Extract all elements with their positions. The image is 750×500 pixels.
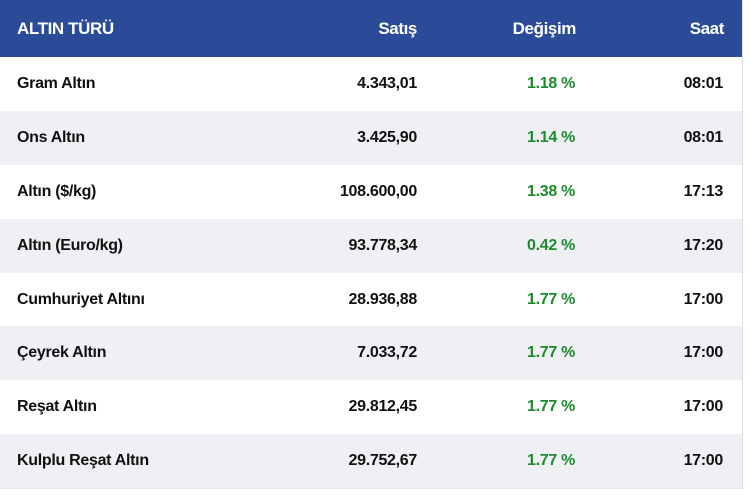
header-gold-type[interactable]: ALTIN TÜRÜ (17, 18, 114, 38)
gold-type-name: Kulplu Reşat Altın (17, 452, 149, 470)
update-time: 17:00 (683, 398, 724, 416)
change-percent: 1.38 % (526, 182, 575, 200)
sell-price: 108.600,00 (339, 182, 417, 200)
table-row[interactable]: Altın ($/kg) 108.600,00 1.38 % 17:13 (0, 164, 742, 219)
update-time: 17:20 (683, 236, 724, 254)
header-change[interactable]: Değişim (512, 18, 577, 38)
change-percent: 1.77 % (526, 398, 575, 416)
table-row[interactable]: Reşat Altın 29.812,45 1.77 % 17:00 (0, 380, 742, 435)
change-percent: 0.42 % (526, 236, 575, 254)
gold-type-name: Çeyrek Altın (17, 344, 107, 362)
change-percent: 1.77 % (526, 290, 575, 308)
update-time: 17:00 (683, 452, 724, 470)
table-row[interactable]: Gram Altın 4.343,01 1.18 % 08:01 (0, 57, 742, 111)
sell-price: 4.343,01 (357, 74, 417, 92)
change-percent: 1.18 % (526, 74, 575, 92)
gold-type-name: Altın (Euro/kg) (17, 236, 123, 254)
change-percent: 1.77 % (526, 452, 575, 470)
header-sell-price[interactable]: Satış (378, 18, 417, 38)
update-time: 17:00 (683, 344, 724, 362)
update-time: 17:00 (683, 290, 724, 308)
change-percent: 1.14 % (526, 128, 575, 146)
gold-type-name: Ons Altın (17, 128, 85, 146)
sell-price: 29.752,67 (348, 452, 418, 470)
table-row[interactable]: Cumhuriyet Altını 28.936,88 1.77 % 17:00 (0, 272, 742, 327)
table-row[interactable]: Çeyrek Altın 7.033,72 1.77 % 17:00 (0, 326, 742, 381)
sell-price: 28.936,88 (348, 290, 418, 308)
table-row[interactable]: Kulplu Reşat Altın 29.752,67 1.77 % 17:0… (0, 434, 742, 489)
table-row[interactable]: Ons Altın 3.425,90 1.14 % 08:01 (0, 110, 742, 165)
update-time: 08:01 (683, 128, 724, 146)
table-header: ALTIN TÜRÜ Satış Değişim Saat (0, 0, 742, 57)
header-time[interactable]: Saat (689, 18, 725, 38)
sell-price: 3.425,90 (357, 128, 417, 146)
table-row[interactable]: Altın (Euro/kg) 93.778,34 0.42 % 17:20 (0, 218, 742, 273)
update-time: 08:01 (683, 74, 724, 92)
gold-type-name: Cumhuriyet Altını (17, 290, 145, 308)
sell-price: 29.812,45 (348, 398, 418, 416)
gold-price-table: ALTIN TÜRÜ Satış Değişim Saat Gram Altın… (0, 0, 743, 489)
gold-type-name: Altın ($/kg) (17, 182, 97, 200)
update-time: 17:13 (683, 182, 724, 200)
sell-price: 7.033,72 (357, 344, 417, 362)
sell-price: 93.778,34 (348, 236, 418, 254)
gold-type-name: Reşat Altın (17, 398, 97, 416)
change-percent: 1.77 % (526, 344, 575, 362)
gold-type-name: Gram Altın (17, 74, 96, 92)
